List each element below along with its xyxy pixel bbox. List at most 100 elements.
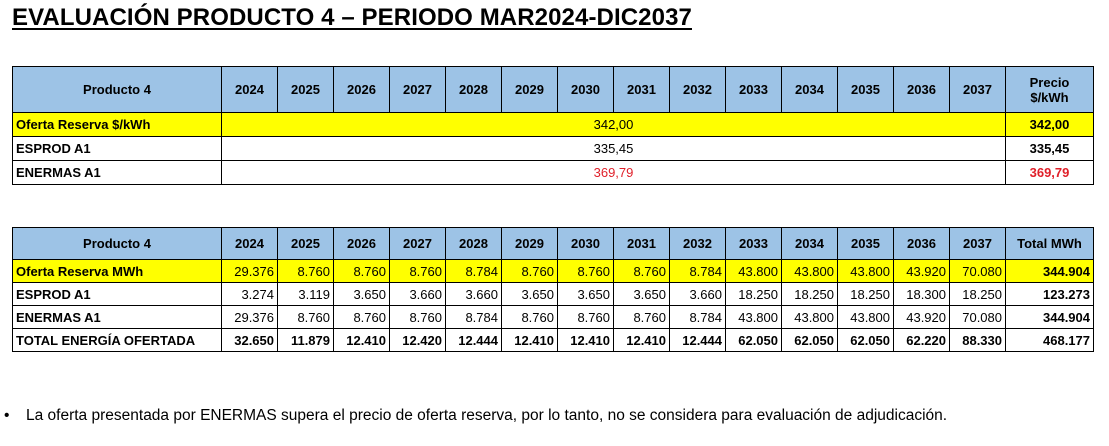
header-product: Producto 4 [12, 227, 222, 260]
energy-cell: 43.800 [781, 259, 838, 283]
energy-cell: 8.760 [557, 259, 614, 283]
energy-cell: 62.050 [725, 328, 782, 352]
price-cell: 369,79 [1005, 160, 1094, 185]
energy-cell: 3.274 [221, 282, 278, 306]
energy-cell: 12.410 [501, 328, 558, 352]
period-price-cell: 342,00 [221, 112, 1006, 137]
total-cell: 123.273 [1005, 282, 1094, 306]
row-label: ESPROD A1 [12, 282, 222, 306]
energy-cell: 12.410 [333, 328, 390, 352]
row-label: Oferta Reserva $/kWh [12, 112, 222, 137]
price-cell: 342,00 [1005, 112, 1094, 137]
total-cell: 468.177 [1005, 328, 1094, 352]
row-label: ENERMAS A1 [12, 305, 222, 329]
header-total: Total MWh [1005, 227, 1094, 260]
energy-cell: 3.650 [501, 282, 558, 306]
row-label: Oferta Reserva MWh [12, 259, 222, 283]
header-year: 2026 [333, 66, 390, 113]
period-price-cell: 335,45 [221, 136, 1006, 161]
header-year: 2024 [221, 227, 278, 260]
energy-cell: 3.650 [333, 282, 390, 306]
header-year: 2027 [389, 66, 446, 113]
energy-cell: 8.760 [613, 305, 670, 329]
energy-cell: 8.760 [389, 259, 446, 283]
header-year: 2033 [725, 66, 782, 113]
header-year: 2029 [501, 227, 558, 260]
price-table-header: Producto 4 2024 2025 2026 2027 2028 2029 2030 20… [12, 66, 1094, 113]
energy-cell: 8.784 [669, 259, 726, 283]
header-year: 2030 [557, 66, 614, 113]
header-year: 2029 [501, 66, 558, 113]
energy-cell: 18.300 [893, 282, 950, 306]
energy-cell: 8.760 [613, 259, 670, 283]
energy-cell: 18.250 [949, 282, 1006, 306]
energy-cell: 8.760 [501, 259, 558, 283]
energy-cell: 43.800 [837, 259, 894, 283]
table-row: ENERMAS A1 29.376 8.760 8.760 8.760 8.784 8.76… [12, 305, 1094, 329]
energy-cell: 3.650 [557, 282, 614, 306]
energy-cell: 18.250 [781, 282, 838, 306]
energy-cell: 8.760 [277, 259, 334, 283]
energy-cell: 12.410 [557, 328, 614, 352]
energy-cell: 12.420 [389, 328, 446, 352]
header-price: Precio $/kWh [1005, 66, 1094, 113]
table-row: ESPROD A1 335,45 335,45 [12, 136, 1094, 161]
energy-cell: 62.220 [893, 328, 950, 352]
header-year: 2034 [781, 66, 838, 113]
row-label: TOTAL ENERGÍA OFERTADA [12, 328, 222, 352]
header-year: 2025 [277, 227, 334, 260]
header-year: 2028 [445, 66, 502, 113]
energy-cell: 43.800 [781, 305, 838, 329]
energy-cell: 43.800 [725, 305, 782, 329]
energy-cell: 8.760 [389, 305, 446, 329]
energy-cell: 3.660 [389, 282, 446, 306]
energy-cell: 8.760 [333, 259, 390, 283]
price-table: Producto 4 2024 2025 2026 2027 2028 2029 2030 20… [12, 66, 1094, 185]
energy-table-header: Producto 4 2024 2025 2026 2027 2028 2029 2030 20… [12, 227, 1094, 260]
header-year: 2027 [389, 227, 446, 260]
energy-cell: 8.784 [445, 259, 502, 283]
row-label: ESPROD A1 [12, 136, 222, 161]
energy-cell: 29.376 [221, 259, 278, 283]
energy-cell: 62.050 [837, 328, 894, 352]
energy-cell: 88.330 [949, 328, 1006, 352]
header-year: 2037 [949, 227, 1006, 260]
table-row: ENERMAS A1 369,79 369,79 [12, 160, 1094, 185]
bullet-icon: • [4, 407, 10, 424]
header-year: 2031 [613, 66, 670, 113]
header-year: 2031 [613, 227, 670, 260]
energy-cell: 3.660 [445, 282, 502, 306]
energy-cell: 8.784 [669, 305, 726, 329]
energy-cell: 3.660 [669, 282, 726, 306]
table-row: Oferta Reserva $/kWh 342,00 342,00 [12, 112, 1094, 137]
energy-cell: 12.444 [669, 328, 726, 352]
header-year: 2032 [669, 66, 726, 113]
energy-cell: 18.250 [725, 282, 782, 306]
energy-cell: 8.760 [557, 305, 614, 329]
energy-cell: 43.800 [725, 259, 782, 283]
header-year: 2030 [557, 227, 614, 260]
table-row: ESPROD A1 3.274 3.119 3.650 3.660 3.660 3.650 3… [12, 282, 1094, 306]
header-year: 2026 [333, 227, 390, 260]
energy-cell: 8.784 [445, 305, 502, 329]
energy-cell: 11.879 [277, 328, 334, 352]
energy-cell: 43.920 [893, 259, 950, 283]
total-row: TOTAL ENERGÍA OFERTADA 32.650 11.879 12.410… [12, 328, 1094, 352]
row-label: ENERMAS A1 [12, 160, 222, 185]
energy-cell: 8.760 [333, 305, 390, 329]
header-price-line2: $/kWh [1030, 89, 1069, 105]
header-year: 2036 [893, 227, 950, 260]
energy-cell: 70.080 [949, 305, 1006, 329]
energy-cell: 8.760 [501, 305, 558, 329]
total-cell: 344.904 [1005, 305, 1094, 329]
header-year: 2024 [221, 66, 278, 113]
header-year: 2036 [893, 66, 950, 113]
total-cell: 344.904 [1005, 259, 1094, 283]
price-cell: 335,45 [1005, 136, 1094, 161]
energy-cell: 8.760 [277, 305, 334, 329]
energy-cell: 32.650 [221, 328, 278, 352]
header-year: 2035 [837, 227, 894, 260]
header-price-line1: Precio [1029, 74, 1070, 90]
energy-cell: 3.119 [277, 282, 334, 306]
energy-cell: 29.376 [221, 305, 278, 329]
